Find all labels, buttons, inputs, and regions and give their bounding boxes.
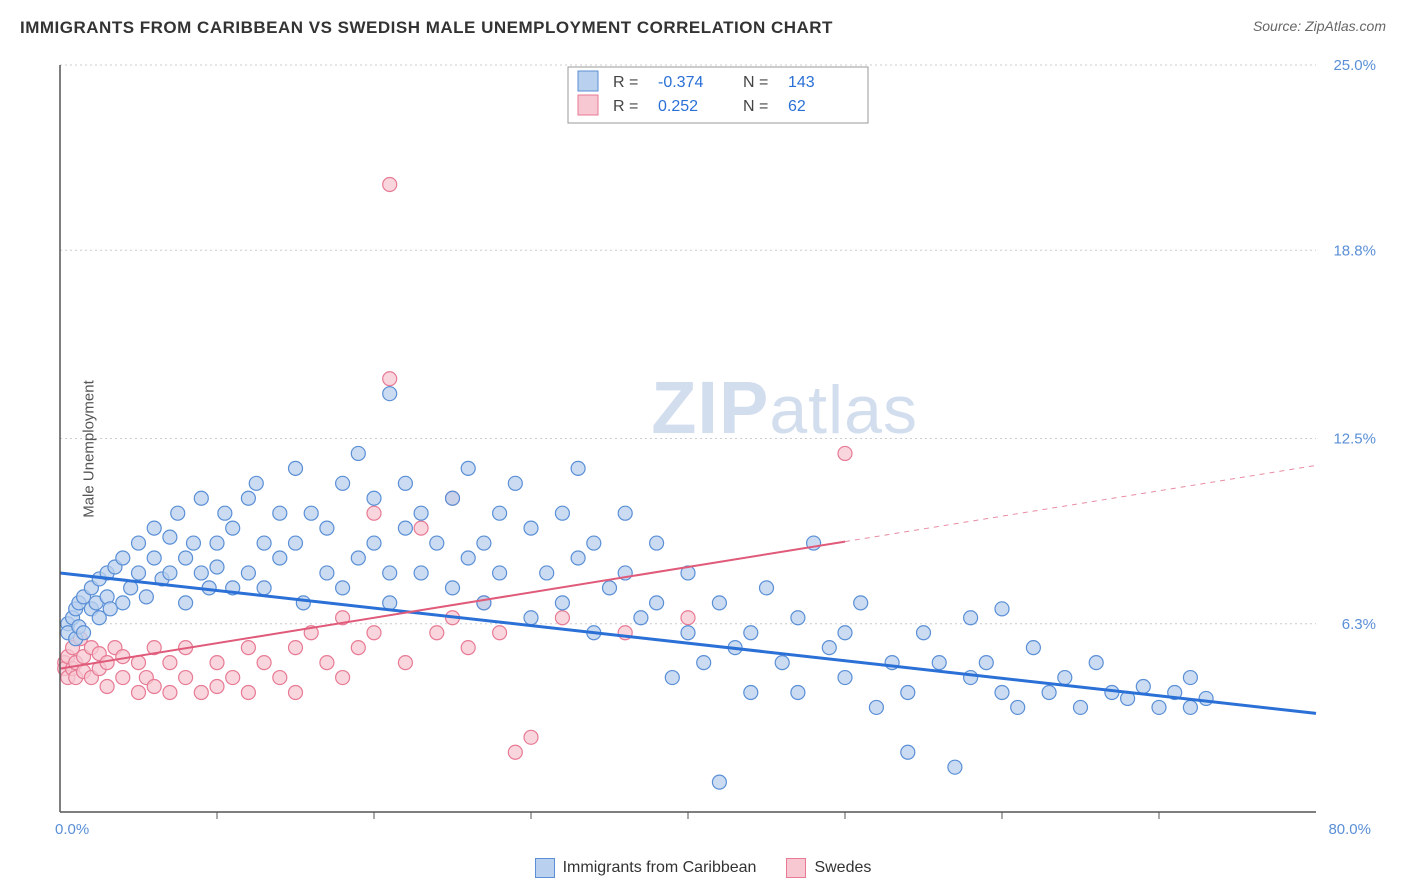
svg-text:143: 143 [788, 74, 815, 91]
legend-label: Immigrants from Caribbean [563, 859, 757, 877]
legend-swatch-caribbean [535, 858, 555, 878]
scatter-plot: 6.3% 12.5% 18.8% 25.0% ZIPatlas 0.0% 80.0% R = -… [50, 55, 1386, 842]
svg-text:N =: N = [743, 74, 768, 91]
legend-item-swedes: Swedes [786, 858, 871, 878]
svg-text:25.0%: 25.0% [1333, 57, 1376, 74]
legend-item-caribbean: Immigrants from Caribbean [535, 858, 757, 878]
chart-area: Male Unemployment 6.3% 12.5% 18.8% 25.0% ZIP… [50, 55, 1386, 842]
svg-text:R =: R = [613, 98, 638, 115]
svg-text:80.0%: 80.0% [1328, 821, 1371, 838]
chart-header: IMMIGRANTS FROM CARIBBEAN VS SWEDISH MAL… [0, 0, 1406, 46]
source-attribution: Source: ZipAtlas.com [1253, 18, 1386, 34]
svg-text:0.0%: 0.0% [55, 821, 89, 838]
svg-text:62: 62 [788, 98, 806, 115]
svg-text:ZIPatlas: ZIPatlas [651, 366, 918, 449]
svg-text:N =: N = [743, 98, 768, 115]
legend-label: Swedes [814, 859, 871, 877]
svg-text:12.5%: 12.5% [1333, 431, 1376, 448]
svg-text:6.3%: 6.3% [1342, 616, 1376, 633]
legend-swatch-swedes [786, 858, 806, 878]
svg-text:-0.374: -0.374 [658, 74, 703, 91]
y-axis-label: Male Unemployment [80, 380, 97, 518]
svg-text:0.252: 0.252 [658, 98, 698, 115]
svg-text:R =: R = [613, 74, 638, 91]
svg-text:18.8%: 18.8% [1333, 242, 1376, 259]
chart-title: IMMIGRANTS FROM CARIBBEAN VS SWEDISH MAL… [20, 18, 833, 38]
legend: Immigrants from Caribbean Swedes [0, 858, 1406, 878]
